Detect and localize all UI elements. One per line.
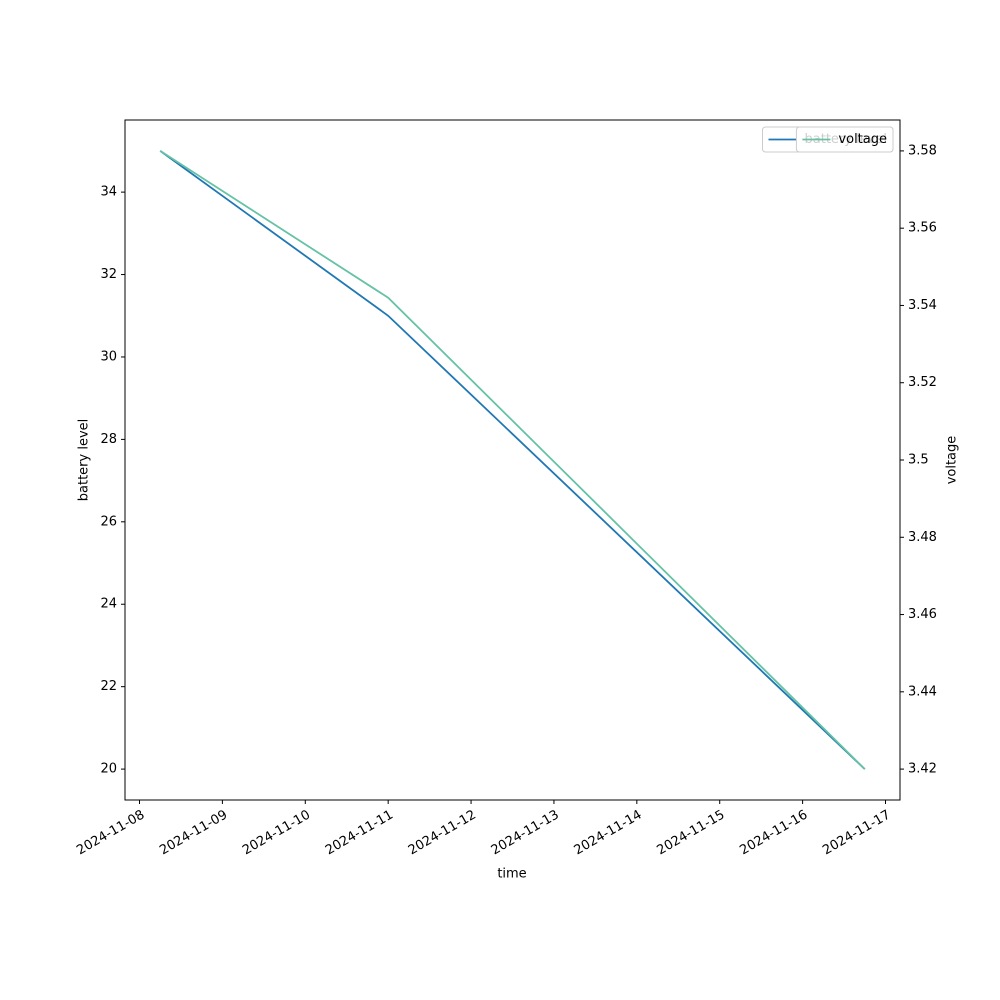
y2-tick-label: 3.56 — [908, 221, 937, 236]
y-tick-label: 24 — [100, 597, 117, 612]
x-tick-label: 2024-11-11 — [323, 808, 396, 859]
y-axis-label: battery level — [77, 419, 92, 502]
x-tick-label: 2024-11-09 — [157, 808, 230, 859]
y2-tick-label: 3.58 — [908, 143, 937, 158]
x-tick-label: 2024-11-08 — [74, 808, 147, 859]
line-series — [159, 150, 866, 770]
y-tick-label: 20 — [100, 762, 117, 777]
x-tick-label: 2024-11-14 — [572, 808, 645, 859]
plot-frame — [124, 119, 901, 801]
y2-tick-label: 3.42 — [908, 762, 937, 777]
y-tick-label: 28 — [100, 432, 117, 447]
y2-tick-label: 3.5 — [908, 453, 929, 468]
x-tick-label: 2024-11-16 — [737, 808, 810, 859]
y2-tick-label: 3.54 — [908, 298, 937, 313]
y2-tick-label: 3.46 — [908, 607, 937, 622]
y2-tick-label: 3.52 — [908, 375, 937, 390]
y-tick-label: 34 — [100, 185, 117, 200]
y-tick-label: 30 — [100, 349, 117, 364]
legend-label: voltage — [838, 132, 887, 147]
y2-tick-label: 3.44 — [908, 684, 937, 699]
x-tick-label: 2024-11-15 — [655, 808, 728, 859]
x-tick-label: 2024-11-10 — [240, 808, 313, 859]
legend-box — [795, 126, 894, 153]
y2-tick-label: 3.48 — [908, 530, 937, 545]
y-tick-label: 32 — [100, 267, 117, 282]
y-tick-label: 22 — [100, 679, 117, 694]
y-tick-label: 26 — [100, 514, 117, 529]
x-tick-label: 2024-11-17 — [820, 808, 893, 859]
x-axis-label: time — [497, 867, 526, 882]
y2-axis-label: voltage — [945, 436, 960, 485]
x-tick-label: 2024-11-13 — [489, 808, 562, 859]
x-tick-label: 2024-11-12 — [406, 808, 479, 859]
line-series — [159, 150, 866, 770]
